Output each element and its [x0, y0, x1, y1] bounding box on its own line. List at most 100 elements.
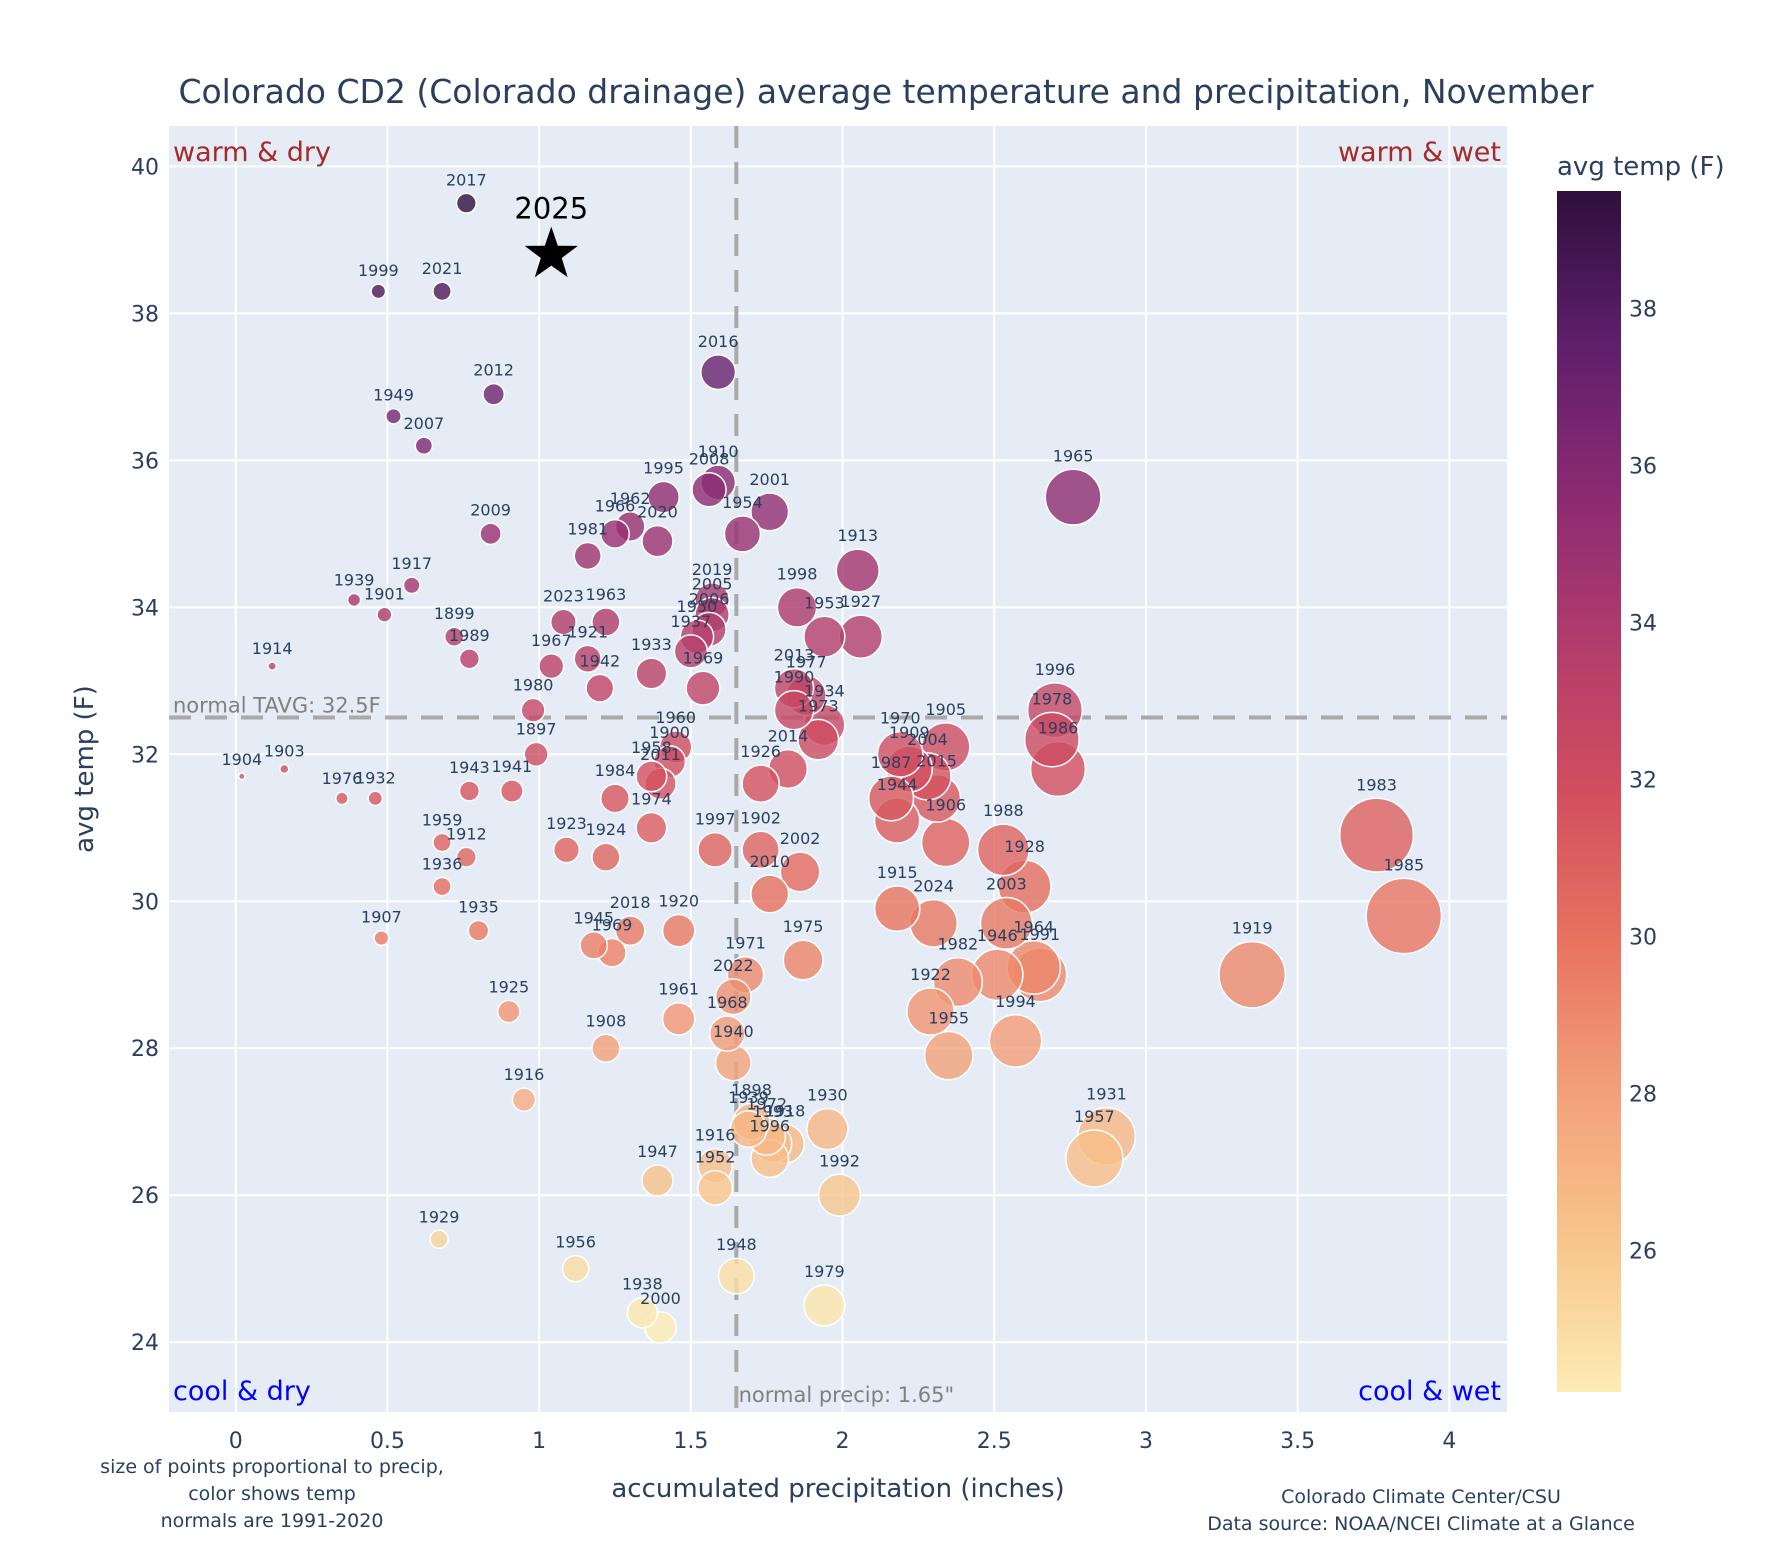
point-label: 1926 [740, 742, 781, 761]
data-point [591, 1033, 621, 1063]
x-tick-label: 0.5 [370, 1429, 405, 1454]
point-label: 1910 [698, 442, 739, 461]
point-label: 1934 [804, 681, 845, 700]
quadrant-labels: warm & dry warm & wet cool & dry cool & … [173, 137, 1501, 1407]
data-point [976, 823, 1030, 877]
data-point [979, 896, 1033, 950]
data-point [647, 480, 680, 514]
point-label: 1974 [631, 789, 672, 808]
point-label: 1925 [488, 977, 529, 996]
point-label: 1976 [322, 769, 363, 788]
point-label: 1964 [1013, 918, 1054, 937]
data-point [708, 1015, 746, 1052]
point-label: 1990 [774, 668, 815, 687]
quadrant-label-warm-dry: warm & dry [173, 137, 331, 168]
data-point [496, 999, 521, 1024]
point-label: 2021 [422, 259, 463, 278]
point-label: 1922 [910, 965, 951, 984]
point-label: 2017 [446, 170, 487, 189]
data-point [432, 832, 452, 853]
point-label: 2006 [689, 589, 730, 608]
point-label: 1900 [649, 723, 690, 742]
point-label: 1957 [1074, 1107, 1115, 1126]
point-label: 1949 [373, 386, 414, 405]
point-label: 1906 [925, 795, 966, 814]
data-point [685, 670, 721, 706]
point-label: 2004 [907, 730, 948, 749]
point-label: 1930 [807, 1086, 848, 1105]
point-label: 2009 [470, 500, 511, 519]
y-tick-label: 28 [131, 1037, 159, 1062]
data-point [717, 1257, 755, 1295]
point-label: 2024 [913, 877, 954, 896]
point-label: 1947 [637, 1142, 678, 1161]
point-label: 2014 [768, 727, 809, 746]
point-label: 2005 [692, 575, 733, 594]
data-point [988, 1014, 1043, 1068]
data-point [697, 831, 734, 868]
point-label: 1975 [783, 917, 824, 936]
data-point [1338, 797, 1415, 873]
point-label: 1940 [713, 1022, 754, 1041]
data-point [499, 779, 524, 803]
star-marker [524, 226, 578, 278]
x-tick-label: 4 [1442, 1429, 1456, 1454]
point-label: 1904 [221, 750, 262, 769]
point-label: 1919 [1232, 919, 1273, 938]
x-tick-label: 3.5 [1280, 1429, 1315, 1454]
y-tick-label: 32 [131, 743, 159, 768]
data-point [806, 1107, 849, 1151]
y-tick-label: 36 [131, 449, 159, 474]
x-tick-label: 2 [836, 1429, 850, 1454]
data-point [579, 930, 609, 960]
point-label: 1998 [777, 565, 818, 584]
data-point [714, 978, 752, 1016]
data-point [458, 780, 481, 802]
colorbar-tick-label: 38 [1629, 298, 1657, 323]
data-point [838, 614, 884, 660]
point-label: 1898 [731, 1080, 772, 1099]
point-label: 1953 [804, 593, 845, 612]
point-label: 1969 [683, 648, 724, 667]
point-label: 1933 [631, 635, 672, 654]
point-label: 1901 [364, 584, 405, 603]
data-point [376, 606, 393, 623]
data-point [641, 1164, 674, 1197]
point-label: 2011 [640, 745, 681, 764]
point-label: 1979 [804, 1262, 845, 1281]
data-point [467, 919, 490, 942]
point-label: 1996 [749, 1117, 790, 1136]
data-point [552, 836, 581, 864]
y-tick-label: 34 [131, 596, 159, 621]
data-point [741, 830, 780, 870]
colorbar-tick-label: 30 [1629, 926, 1657, 951]
x-tick-label: 2.5 [977, 1429, 1012, 1454]
x-tick-label: 1.5 [673, 1429, 708, 1454]
data-point [523, 741, 549, 767]
x-tick-label: 0 [229, 1429, 243, 1454]
point-label: 1903 [264, 742, 305, 761]
point-label: 2020 [637, 503, 678, 522]
point-label: 1983 [1356, 775, 1397, 794]
data-point [1365, 877, 1443, 955]
point-label: 1959 [422, 810, 463, 829]
chart-title: Colorado CD2 (Colorado drainage) average… [178, 72, 1594, 111]
data-point [591, 607, 621, 637]
data-point [335, 791, 349, 806]
data-point [803, 615, 846, 658]
point-label: 1914 [252, 639, 293, 658]
point-label: 1950 [677, 597, 718, 616]
x-axis-title: accumulated precipitation (inches) [611, 1474, 1064, 1504]
data-point [538, 653, 565, 680]
point-label: 1995 [643, 458, 684, 477]
quadrant-label-cool-wet: cool & wet [1358, 1376, 1501, 1407]
data-point [520, 697, 546, 723]
point-label: 1969 [592, 916, 633, 935]
point-label: 1918 [765, 1101, 806, 1120]
point-label: 2000 [640, 1289, 681, 1308]
data-point [635, 760, 668, 793]
point-label: 1981 [567, 519, 608, 538]
data-point [867, 775, 915, 822]
data-point [591, 842, 621, 872]
